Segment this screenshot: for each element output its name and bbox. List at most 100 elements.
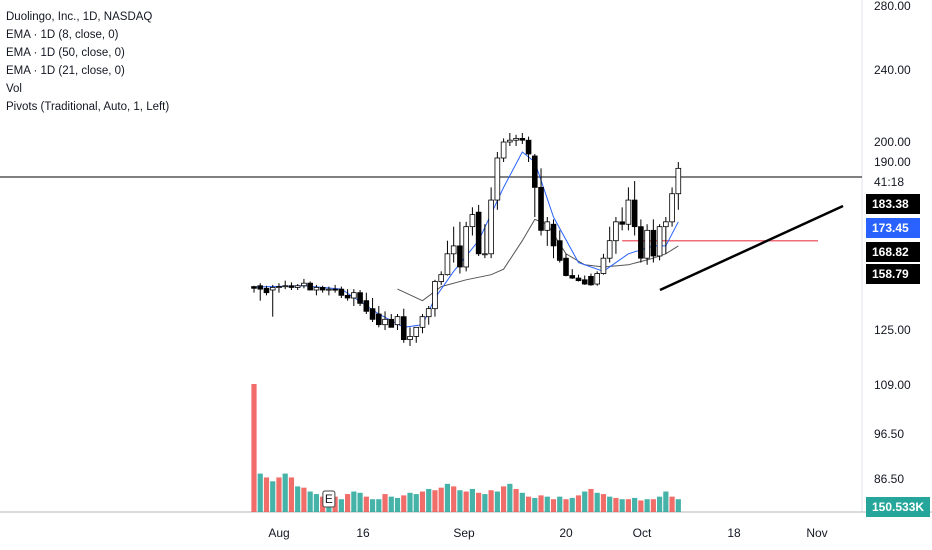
legend-title[interactable]: Duolingo, Inc., 1D, NASDAQ xyxy=(6,11,153,23)
volume-bar xyxy=(507,483,513,512)
legend-ema50[interactable]: EMA · 1D (50, close, 0) xyxy=(6,47,125,59)
price-axis[interactable]: 280.00 240.00 200.00 190.00 125.00 109.00 96.5… xyxy=(874,0,911,486)
candle-up xyxy=(413,326,420,337)
earnings-marker xyxy=(322,490,336,508)
volume-bar xyxy=(657,496,663,512)
volume-bar xyxy=(557,496,563,512)
candle-down xyxy=(556,240,563,261)
chart-legend: Duolingo, Inc., 1D, NASDAQ EMA · 1D (8, … xyxy=(6,8,169,116)
volume-bar xyxy=(426,488,432,512)
price-tag-box xyxy=(866,194,920,214)
candle-up xyxy=(313,287,320,291)
price-tag-box xyxy=(866,264,920,284)
trendline-layer[interactable] xyxy=(659,204,844,292)
candle-down xyxy=(538,186,544,231)
volume-bar xyxy=(295,486,301,512)
volume-bar xyxy=(607,496,613,512)
volume-bar xyxy=(382,494,388,512)
volume-bar xyxy=(369,499,376,512)
volume-bar xyxy=(388,496,394,512)
volume-bar xyxy=(669,496,675,512)
candle-up xyxy=(326,288,332,291)
price-tag-text: 150.533K xyxy=(872,500,924,514)
y-tick-label: 96.50 xyxy=(874,427,904,441)
candle-down xyxy=(619,221,625,225)
volume-bar xyxy=(476,492,482,512)
y-tick-label: 86.50 xyxy=(874,472,904,486)
candle-up xyxy=(675,167,682,195)
candle-down xyxy=(631,199,638,228)
price-tags: 41:18 183.38 173.45 168.82 158.79 150.533K xyxy=(866,175,930,517)
x-tick-label: Nov xyxy=(806,526,827,540)
volume-bar xyxy=(525,496,532,512)
candle-up xyxy=(425,308,432,318)
legend-vol[interactable]: Vol xyxy=(6,83,22,95)
volume-bar xyxy=(394,497,401,512)
volume-bar xyxy=(638,500,644,512)
volume-bar xyxy=(650,499,656,512)
candle-down xyxy=(251,286,257,289)
candle-down xyxy=(307,282,313,291)
candle-up xyxy=(432,281,438,310)
legend-pivots[interactable]: Pivots (Traditional, Auto, 1, Left) xyxy=(6,101,170,113)
candle-up xyxy=(606,240,613,259)
y-tick-label: 125.00 xyxy=(874,323,911,337)
x-tick-label: 18 xyxy=(727,526,741,540)
volume-bar xyxy=(675,499,681,512)
candle-up xyxy=(382,318,388,326)
volume-bar xyxy=(482,494,488,512)
volume-bar xyxy=(338,499,344,512)
volume-bar xyxy=(519,492,525,512)
volume-bar xyxy=(301,487,307,512)
candle-down xyxy=(332,288,338,291)
volume-bar xyxy=(575,495,582,512)
volume-bar xyxy=(307,491,313,512)
volume-bar xyxy=(451,486,457,512)
candle-up xyxy=(488,199,494,255)
candle-down xyxy=(475,211,482,255)
legend-ema8[interactable]: EMA · 1D (8, close, 0) xyxy=(6,29,119,41)
volume-bar xyxy=(501,486,507,512)
trendline xyxy=(659,204,844,292)
candle-down xyxy=(569,275,576,279)
candle-down xyxy=(263,287,270,294)
y-tick-label: 109.00 xyxy=(874,378,911,392)
volume-bar xyxy=(407,492,413,512)
candle-down xyxy=(519,137,526,141)
time-axis[interactable]: Aug 16 Sep 20 Oct 18 Nov xyxy=(268,526,827,540)
y-tick-label: 200.00 xyxy=(874,135,911,149)
candle-up xyxy=(469,214,476,228)
x-tick-label: Sep xyxy=(453,526,475,540)
price-tag-text: 168.82 xyxy=(872,245,909,259)
volume-bar xyxy=(632,497,638,512)
candle-down xyxy=(288,285,295,288)
volume-bar xyxy=(588,488,594,512)
candle-down xyxy=(375,313,382,326)
candle-down xyxy=(532,155,538,188)
volume-bar xyxy=(276,477,282,512)
x-tick-label: 16 xyxy=(356,526,370,540)
volume-bar xyxy=(438,487,444,512)
ema21-line xyxy=(397,218,679,302)
volume-bar xyxy=(582,491,588,512)
price-tag-box xyxy=(866,497,930,517)
x-tick-label: Aug xyxy=(268,526,289,540)
volume-bar xyxy=(469,488,475,512)
legend-ema21[interactable]: EMA · 1D (21, close, 0) xyxy=(6,65,125,77)
volume-bar xyxy=(513,488,519,512)
volume-bar xyxy=(613,497,619,512)
candle-up xyxy=(544,221,551,231)
volume-bar xyxy=(419,491,426,512)
candle-up xyxy=(282,285,288,288)
volume-bar xyxy=(569,497,575,512)
candle-down xyxy=(369,308,376,320)
candle-down xyxy=(338,288,345,296)
candle-up xyxy=(438,274,444,282)
x-tick-label: Oct xyxy=(633,526,652,540)
volume-bar xyxy=(251,384,257,512)
candles-layer xyxy=(251,133,682,346)
volume-bar xyxy=(432,490,438,512)
candle-up xyxy=(351,292,357,299)
candle-up xyxy=(394,316,401,326)
